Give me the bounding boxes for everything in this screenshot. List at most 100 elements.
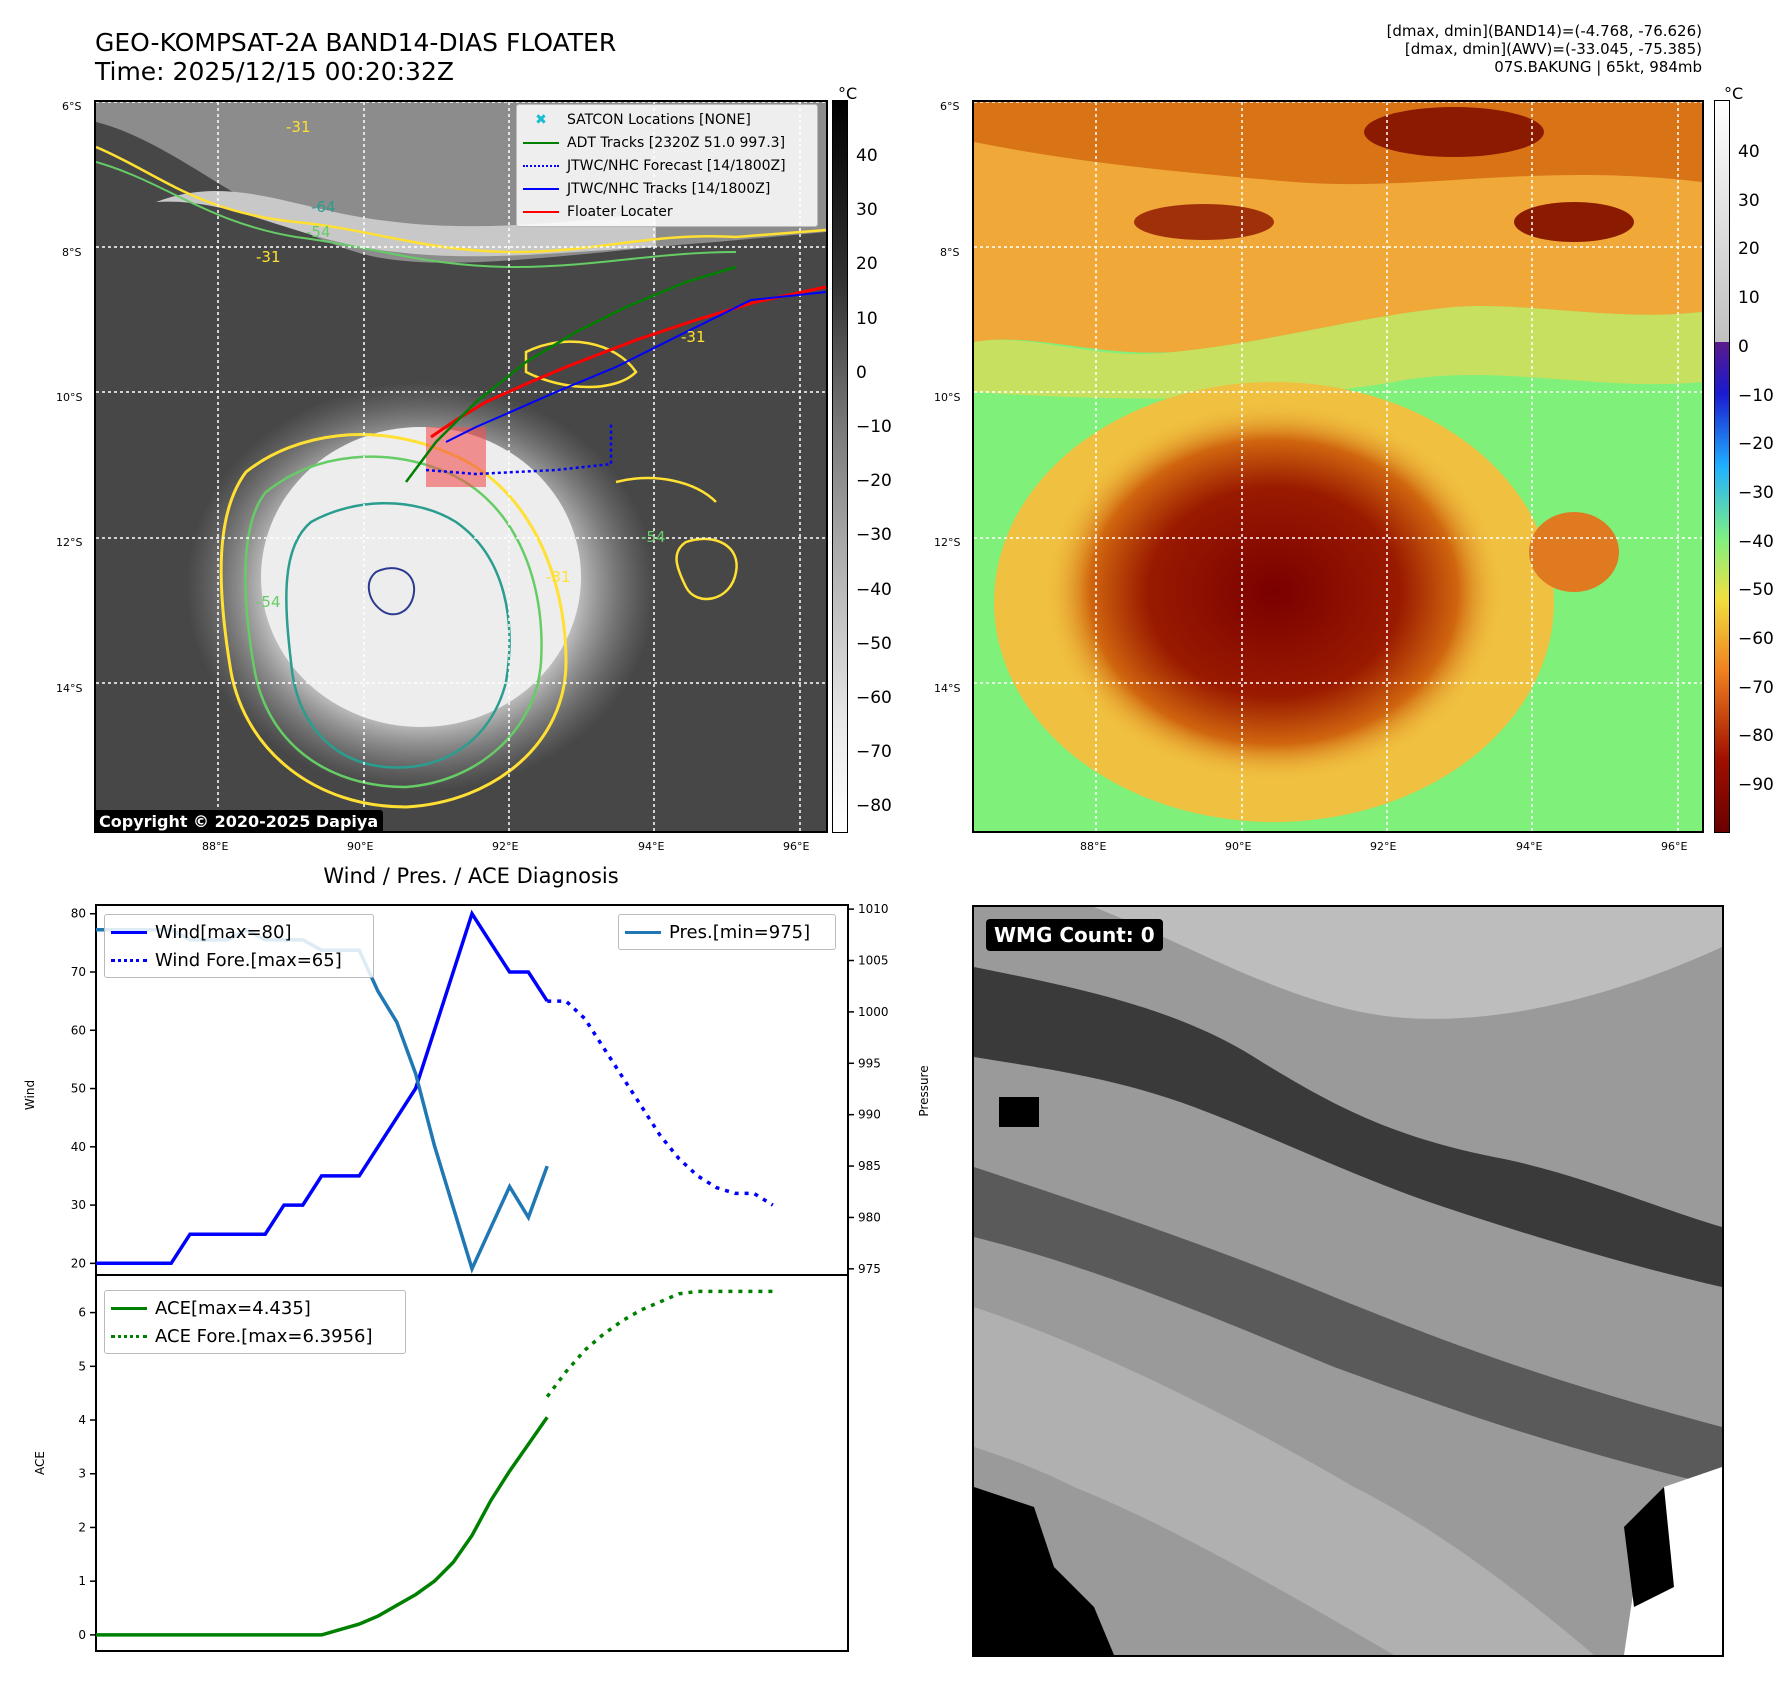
- lat-label: 14°S: [56, 682, 83, 695]
- lon-label: 88°E: [1080, 840, 1107, 853]
- y-tick-label: 1010: [858, 902, 889, 916]
- ir-adt-track: [405, 265, 737, 483]
- awv-north-core-2: [1514, 202, 1634, 242]
- ir-jtwc-track: [445, 291, 826, 443]
- ir-contour-track-area: [524, 340, 638, 389]
- y-tick-label: 30: [71, 1198, 86, 1212]
- storm-info: [dmax, dmin](BAND14)=(-4.768, -76.626) […: [1387, 22, 1702, 76]
- contour-label: -31: [546, 568, 571, 586]
- dotted-line-icon: [111, 958, 147, 962]
- lon-label: 96°E: [783, 840, 810, 853]
- legend-wind-fore: Wind Fore.[max=65]: [105, 946, 373, 974]
- legend-label: ACE Fore.[max=6.3956]: [155, 1325, 373, 1347]
- pres-legend: Pres.[min=975]: [618, 914, 836, 950]
- legend-label: ACE[max=4.435]: [155, 1297, 311, 1319]
- wind-legend: Wind[max=80] Wind Fore.[max=65]: [104, 914, 374, 978]
- contour-label: -31: [286, 118, 311, 136]
- colorbar-tick-label: −60: [1738, 629, 1774, 649]
- y-tick-label: 1: [78, 1574, 86, 1588]
- legend-wind: Wind[max=80]: [105, 918, 373, 946]
- legend-label: Wind[max=80]: [155, 921, 292, 943]
- contour-label: -54: [641, 528, 666, 546]
- colorbar-tick-label: 10: [856, 308, 878, 329]
- wmg-image: [974, 907, 1722, 1655]
- title-line-2: Time: 2025/12/15 00:20:32Z: [95, 57, 454, 86]
- solid-line-icon: [523, 210, 559, 213]
- awv-north-core-1: [1364, 107, 1544, 157]
- lat-label: 8°S: [940, 246, 960, 259]
- legend-label: Floater Locater: [567, 203, 673, 220]
- info-line-2: [dmax, dmin](AWV)=(-33.045, -75.385): [1404, 40, 1702, 58]
- colorbar-tick-label: −50: [856, 633, 892, 654]
- solid-line-icon: [111, 930, 147, 934]
- y-tick-label: 80: [71, 907, 86, 921]
- line-dot-icon: [523, 187, 559, 190]
- info-line-1: [dmax, dmin](BAND14)=(-4.768, -76.626): [1386, 22, 1702, 40]
- awv-colorbar-unit: °C: [1724, 84, 1744, 103]
- wmg-region-light-2: [974, 1307, 1594, 1655]
- legend-label: ADT Tracks [2320Z 51.0 997.3]: [567, 134, 786, 151]
- wmg-region-black-2: [999, 1097, 1039, 1127]
- y-tick-label: 980: [858, 1210, 881, 1224]
- ir-contour-north-green: [96, 161, 737, 269]
- legend-floater: Floater Locater: [517, 200, 817, 223]
- contour-label: -54: [306, 223, 331, 241]
- y-tick-label: 4: [78, 1413, 86, 1427]
- legend-ace: ACE[max=4.435]: [105, 1294, 405, 1322]
- solid-line-icon: [625, 930, 661, 934]
- ace-layer: 0 1 2 3 4 5 6: [78, 1289, 773, 1642]
- ir-contour-cell: [675, 537, 738, 601]
- colorbar-tick-label: −70: [856, 742, 892, 763]
- solid-line-icon: [523, 141, 559, 144]
- contour-label: -54: [256, 593, 281, 611]
- legend-label: Pres.[min=975]: [669, 921, 811, 943]
- legend-jtwc-forecast: JTWC/NHC Forecast [14/1800Z]: [517, 154, 817, 177]
- ir-contour-labels: -31 -54 -64 -54 -31 -54 -31 -31: [256, 118, 706, 611]
- ir-core-cloud: [261, 427, 581, 727]
- lat-label: 12°S: [934, 536, 961, 549]
- y-tick-label: 2: [78, 1520, 86, 1534]
- lat-label: 14°S: [934, 682, 961, 695]
- lat-label: 12°S: [56, 536, 83, 549]
- lat-label: 8°S: [62, 246, 82, 259]
- ace-ylabel: ACE: [33, 1451, 47, 1475]
- y-tick-label: 990: [858, 1108, 881, 1122]
- awv-colorbar: [1714, 100, 1730, 833]
- colorbar-tick-label: 40: [1738, 142, 1760, 162]
- colorbar-tick-label: −20: [1738, 434, 1774, 455]
- diagnosis-title: Wind / Pres. / ACE Diagnosis: [323, 864, 619, 888]
- y-tick-label: 995: [858, 1056, 881, 1070]
- solid-line-icon: [111, 1306, 147, 1310]
- wmg-region-white: [1624, 1467, 1722, 1655]
- colorbar-tick-label: −40: [1738, 531, 1774, 552]
- colorbar-tick-label: −30: [1738, 482, 1774, 503]
- ir-contour-64: [285, 502, 511, 769]
- ir-contour-north-yellow: [96, 145, 826, 254]
- colorbar-tick-label: −30: [856, 525, 892, 546]
- y-tick-label: 1005: [858, 954, 889, 968]
- wmg-region-dark: [974, 967, 1722, 1287]
- colorbar-tick-label: 20: [1738, 239, 1760, 260]
- wmg-region-mid: [974, 1167, 1722, 1487]
- series-line: [96, 1416, 549, 1637]
- wmg-panel[interactable]: WMG Count: 0: [972, 905, 1724, 1657]
- copyright-badge: Copyright © 2020-2025 Dapiya: [96, 810, 384, 831]
- series-line: [96, 909, 549, 1266]
- dotted-line-icon: [523, 164, 559, 167]
- colorbar-tick-label: −90: [1738, 775, 1774, 796]
- wmg-region-black-1: [974, 1487, 1114, 1655]
- lat-label: 10°S: [934, 391, 961, 404]
- lon-label: 92°E: [1370, 840, 1397, 853]
- y-tick-label: 1000: [858, 1005, 889, 1019]
- colorbar-tick-label: −80: [856, 796, 892, 817]
- ir-map-panel[interactable]: -31 -54 -64 -54 -31 -54 -31 -31 ✖ SATCON…: [94, 100, 828, 833]
- ir-contour-54: [244, 455, 543, 789]
- figure-title: GEO-KOMPSAT-2A BAND14-DIAS FLOATER Time:…: [95, 28, 616, 86]
- colorbar-tick-label: −40: [856, 579, 892, 600]
- awv-storm-core: [1044, 402, 1504, 782]
- ir-colorbar: [832, 100, 848, 833]
- title-line-1: GEO-KOMPSAT-2A BAND14-DIAS FLOATER: [95, 28, 617, 57]
- colorbar-tick-label: 30: [1738, 190, 1760, 211]
- awv-map-panel[interactable]: [972, 100, 1704, 833]
